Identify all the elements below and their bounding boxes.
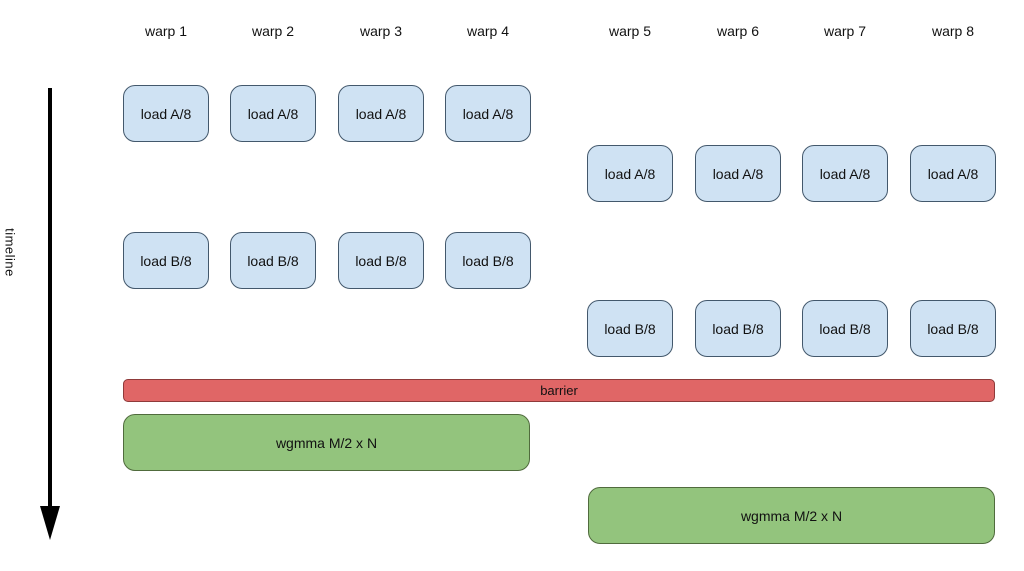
warp-label-4: warp 4 [466,23,510,39]
warp-label-8: warp 8 [931,23,975,39]
load-b-box-warp-1: load B/8 [123,232,209,289]
load-b-box-warp-5: load B/8 [587,300,673,357]
load-b-box-warp-6: load B/8 [695,300,781,357]
wgmma-box-warps-5-8: wgmma M/2 x N [588,487,995,544]
load-a-box-warp-8: load A/8 [910,145,996,202]
load-a-box-warp-4: load A/8 [445,85,531,142]
timeline-axis-label: timeline [2,228,18,277]
load-a-box-warp-2: load A/8 [230,85,316,142]
warp-label-2: warp 2 [251,23,295,39]
warp-label-1: warp 1 [144,23,188,39]
load-b-box-warp-2: load B/8 [230,232,316,289]
warp-label-5: warp 5 [608,23,652,39]
timeline-arrow-icon [40,88,60,540]
load-a-box-warp-1: load A/8 [123,85,209,142]
warp-label-3: warp 3 [359,23,403,39]
warp-label-6: warp 6 [716,23,760,39]
load-a-box-warp-3: load A/8 [338,85,424,142]
load-b-box-warp-3: load B/8 [338,232,424,289]
warp-label-7: warp 7 [823,23,867,39]
load-a-box-warp-5: load A/8 [587,145,673,202]
load-b-box-warp-8: load B/8 [910,300,996,357]
barrier-bar: barrier [123,379,995,402]
wgmma-box-warps-1-4: wgmma M/2 x N [123,414,530,471]
load-b-box-warp-7: load B/8 [802,300,888,357]
load-a-box-warp-6: load A/8 [695,145,781,202]
load-b-box-warp-4: load B/8 [445,232,531,289]
load-a-box-warp-7: load A/8 [802,145,888,202]
